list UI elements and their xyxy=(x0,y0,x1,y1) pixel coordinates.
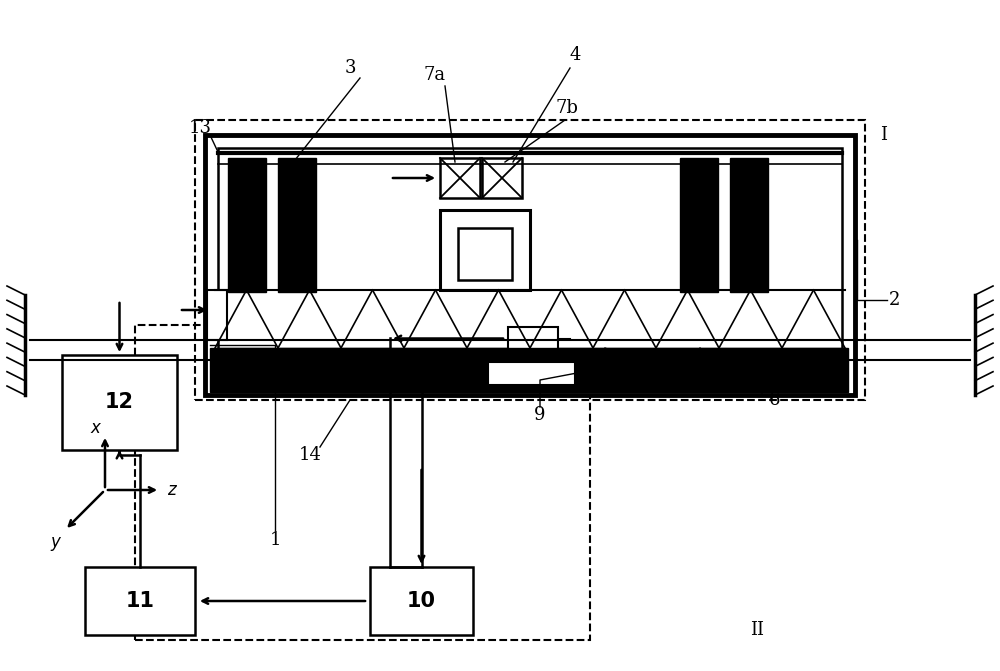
Text: 1: 1 xyxy=(269,531,281,549)
Text: y: y xyxy=(50,533,60,551)
Bar xyxy=(730,158,768,292)
Bar xyxy=(508,327,558,350)
Text: 12: 12 xyxy=(105,393,134,413)
Text: 2: 2 xyxy=(889,291,901,309)
Text: z: z xyxy=(167,481,176,499)
Bar xyxy=(458,228,512,280)
Bar xyxy=(440,158,480,198)
Bar xyxy=(218,148,842,382)
Text: 4: 4 xyxy=(569,46,581,64)
Bar xyxy=(680,158,718,292)
Bar xyxy=(440,210,530,290)
Bar xyxy=(85,567,195,635)
Bar xyxy=(488,362,575,385)
Text: II: II xyxy=(750,621,764,639)
Bar xyxy=(228,158,266,292)
Bar xyxy=(482,158,522,198)
Text: 8: 8 xyxy=(609,376,621,394)
Text: 6: 6 xyxy=(769,391,781,409)
Text: 7b: 7b xyxy=(556,99,578,117)
Bar xyxy=(135,325,590,640)
Text: 5: 5 xyxy=(674,371,686,389)
Text: 11: 11 xyxy=(126,591,154,611)
Text: I: I xyxy=(880,126,887,144)
Bar xyxy=(370,567,473,635)
Text: x: x xyxy=(90,419,100,437)
Bar xyxy=(62,355,177,450)
Bar xyxy=(207,290,227,340)
Text: 9: 9 xyxy=(534,406,546,424)
Bar xyxy=(195,120,865,400)
Text: 10: 10 xyxy=(407,591,436,611)
Text: 3: 3 xyxy=(344,59,356,77)
Text: 14: 14 xyxy=(299,446,321,464)
Bar xyxy=(210,348,848,392)
Text: 13: 13 xyxy=(188,119,212,137)
Text: 7a: 7a xyxy=(424,66,446,84)
Bar xyxy=(205,135,855,395)
Bar xyxy=(278,158,316,292)
